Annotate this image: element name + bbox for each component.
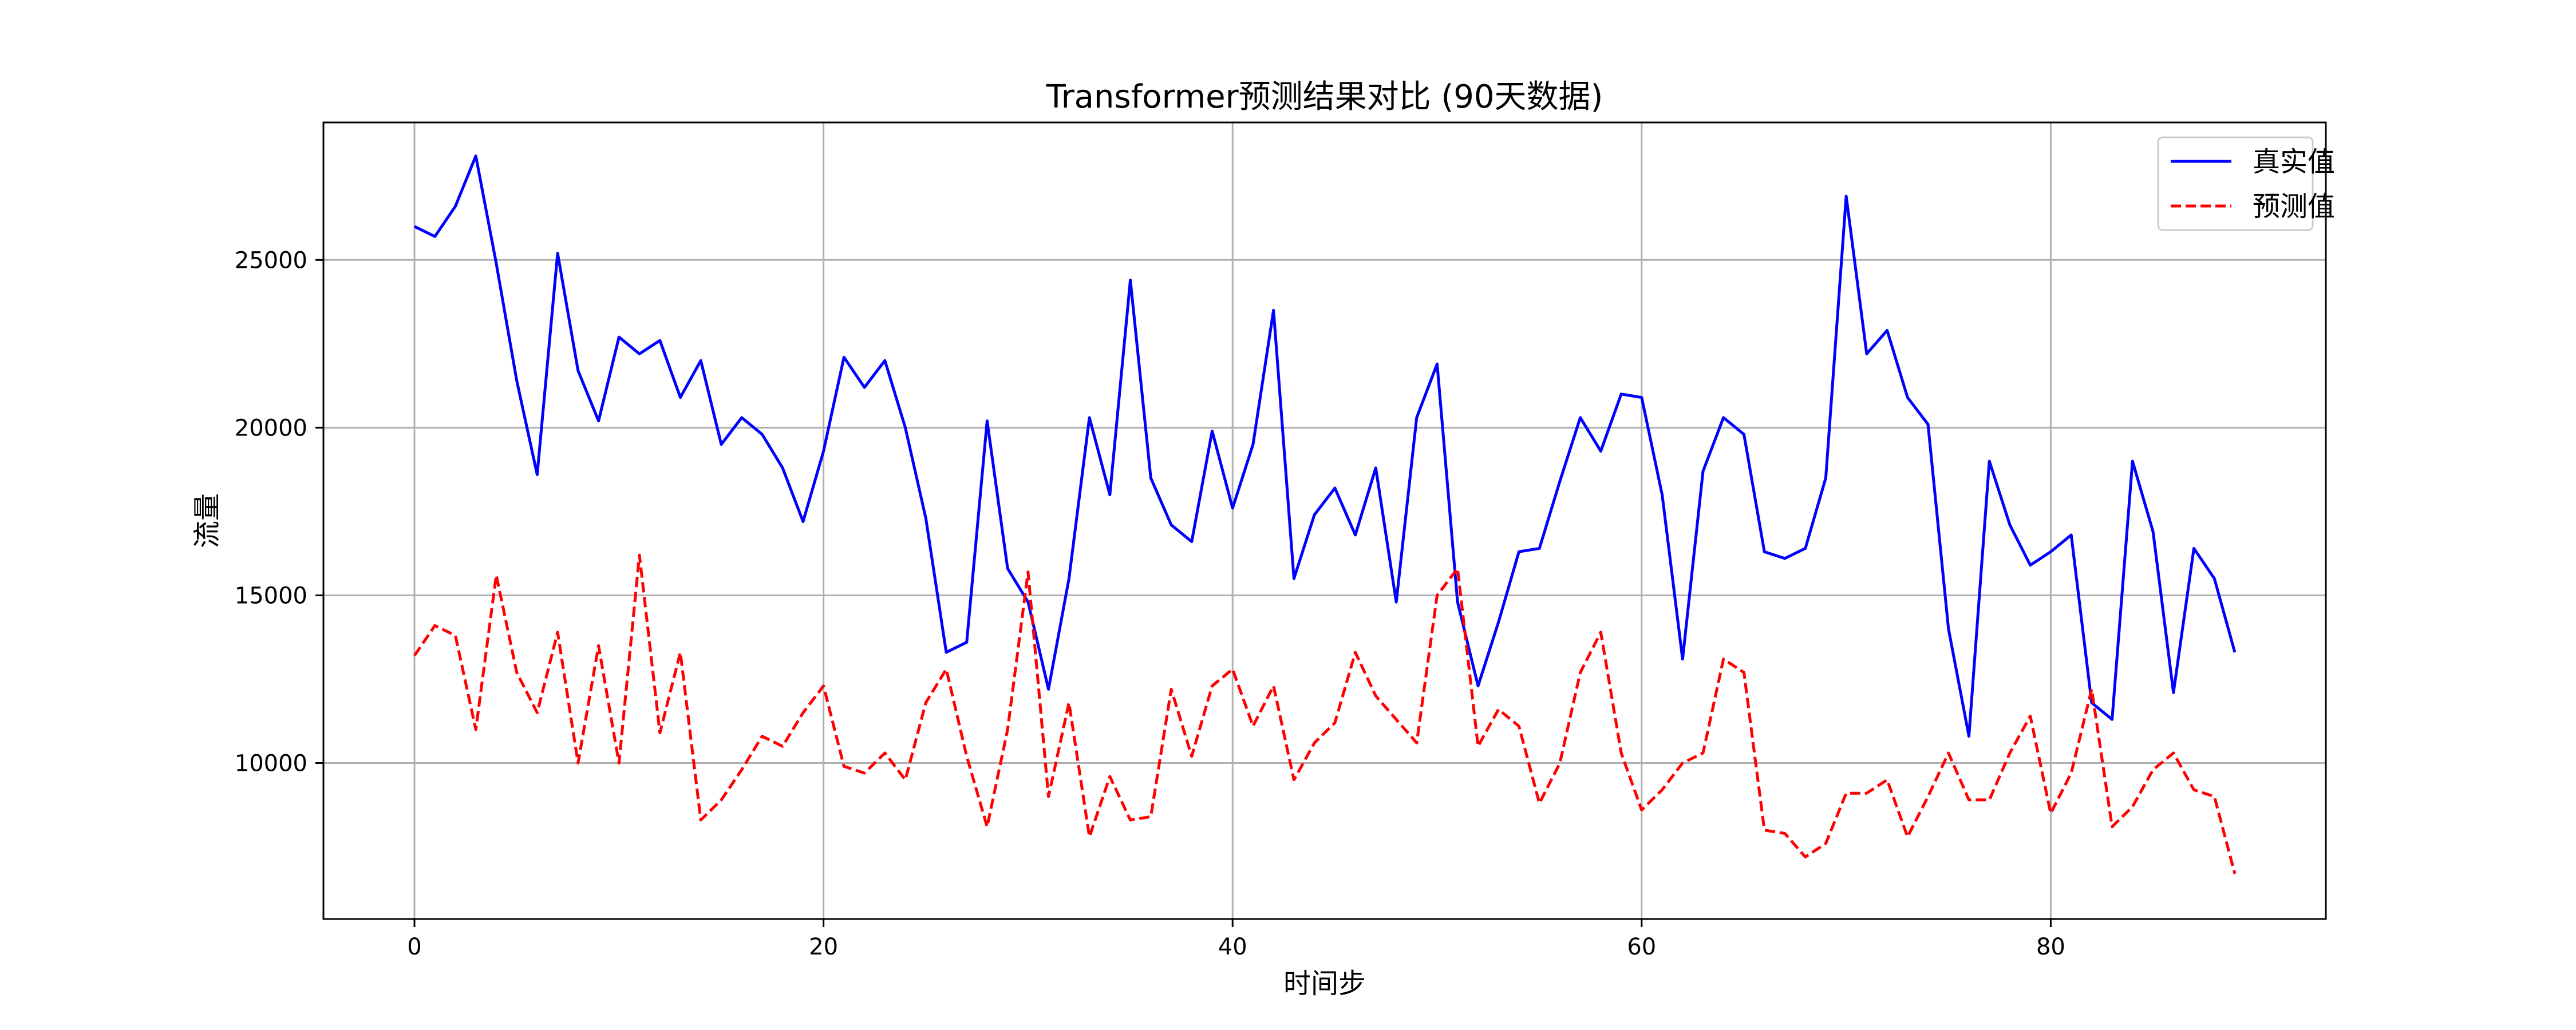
y-tick-label: 25000 <box>235 247 307 274</box>
chart-title: Transformer预测结果对比 (90天数据) <box>1046 78 1603 116</box>
y-tick-label: 20000 <box>235 415 307 441</box>
y-axis-label: 流量 <box>191 493 223 548</box>
legend-label-2: 预测值 <box>2253 191 2335 223</box>
x-tick-label: 80 <box>2036 934 2065 960</box>
x-tick-label: 0 <box>407 934 421 960</box>
x-tick-label: 60 <box>1627 934 1656 960</box>
plot-frame <box>322 121 2327 920</box>
series-line-1 <box>413 154 2237 738</box>
x-axis-label: 时间步 <box>1283 968 1366 1000</box>
y-tick-label: 10000 <box>235 750 307 777</box>
y-tick-label: 15000 <box>235 583 307 609</box>
plot-area: 0 20 40 60 80 10000 15000 20000 25000 <box>235 121 2327 960</box>
x-tick-label: 40 <box>1218 934 1247 960</box>
legend-label-1: 真实值 <box>2253 146 2335 178</box>
series-line-2 <box>413 553 2237 874</box>
x-tick-label: 20 <box>809 934 838 960</box>
